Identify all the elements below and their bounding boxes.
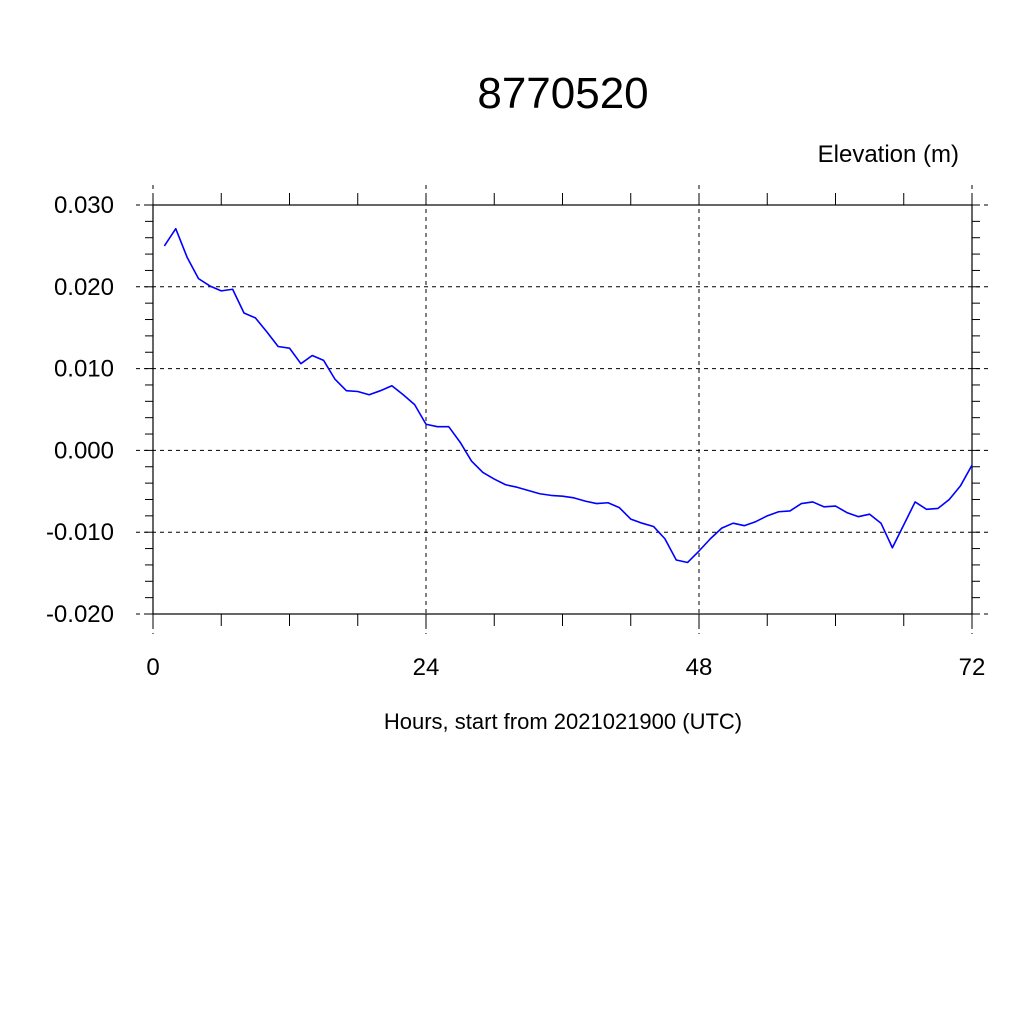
chart-title: 8770520: [477, 69, 648, 118]
y-tick-labels: -0.020 -0.010 0.000 0.010 0.020 0.030: [46, 192, 114, 628]
y-tick-label: 0.000: [54, 437, 114, 464]
y-tick-label: -0.020: [46, 601, 114, 628]
units-label: Elevation (m): [818, 141, 959, 168]
y-tick-label: -0.010: [46, 519, 114, 546]
x-tick-label: 24: [413, 654, 440, 681]
y-tick-label: 0.030: [54, 192, 114, 219]
series-line: [163, 227, 973, 564]
minor-ticks: [145, 193, 980, 626]
x-tick-labels: 0 24 48 72: [146, 654, 985, 681]
plot-frame: [152, 204, 973, 615]
x-tick-label: 0: [146, 654, 159, 681]
x-tick-label: 72: [959, 654, 986, 681]
plot-axes: [152, 204, 973, 615]
y-tick-label: 0.010: [54, 356, 114, 383]
x-axis-label: Hours, start from 2021021900 (UTC): [384, 709, 742, 734]
y-tick-label: 0.020: [54, 274, 114, 301]
x-tick-label: 48: [686, 654, 713, 681]
